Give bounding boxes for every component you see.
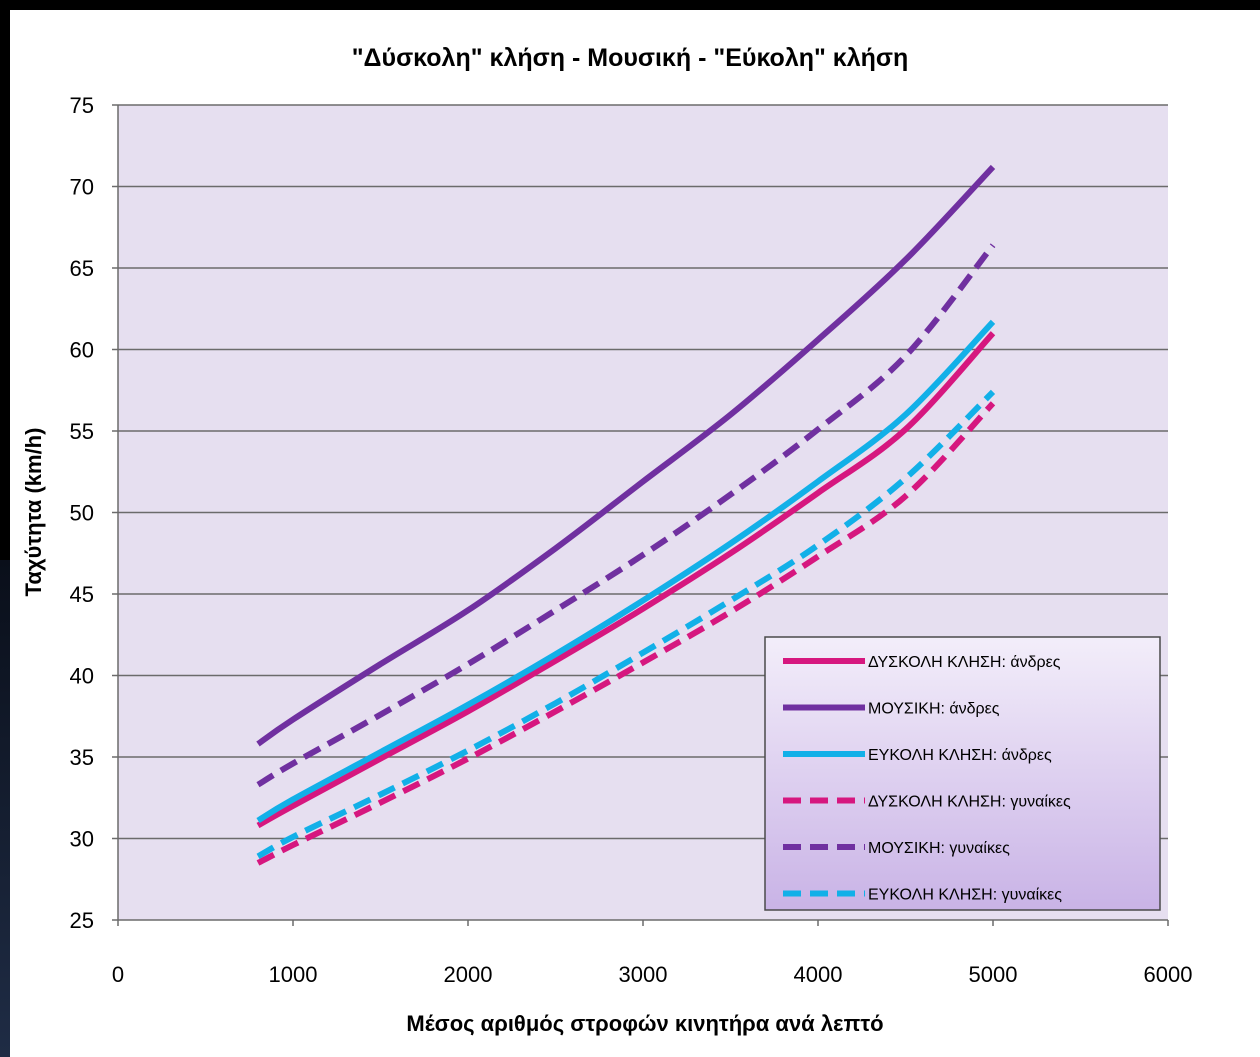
- series-line: [256, 389, 996, 860]
- y-tick-label: 35: [70, 745, 94, 770]
- legend-label: ΔΥΣΚΟΛΗ ΚΛΗΣΗ: γυναίκες: [868, 794, 1071, 811]
- series-line: [256, 243, 996, 788]
- x-tick-label: 5000: [969, 962, 1018, 987]
- series-line: [256, 319, 996, 824]
- legend-items: ΔΥΣΚΟΛΗ ΚΛΗΣΗ: άνδρες ΜΟΥΣΙΚΗ: άνδρες ΕΥΚΟ…: [783, 654, 1071, 904]
- y-tick-label: 60: [70, 338, 94, 363]
- y-tick-label: 75: [70, 93, 94, 118]
- y-tick-label: 55: [70, 419, 94, 444]
- chart-title: "Δύσκολη" κλήση - Μουσική - "Εύκολη" κλή…: [352, 44, 909, 72]
- x-axis-ticks: 0 1000 2000 3000 4000 5000 6000: [112, 920, 1193, 987]
- y-tick-label: 45: [70, 582, 94, 607]
- legend: ΔΥΣΚΟΛΗ ΚΛΗΣΗ: άνδρες ΜΟΥΣΙΚΗ: άνδρες ΕΥΚΟ…: [764, 636, 1161, 911]
- legend-label: ΕΥΚΟΛΗ ΚΛΗΣΗ: άνδρες: [868, 747, 1052, 764]
- x-tick-label: 1000: [269, 962, 318, 987]
- legend-box: [764, 636, 1161, 911]
- window-edge: [0, 560, 12, 1057]
- y-tick-label: 65: [70, 256, 94, 281]
- legend-label: ΕΥΚΟΛΗ ΚΛΗΣΗ: γυναίκες: [868, 887, 1062, 904]
- y-tick-label: 40: [70, 664, 94, 689]
- x-tick-label: 3000: [619, 962, 668, 987]
- series-line: [256, 331, 996, 829]
- y-axis-ticks: 25 30 35 40 45 50 55 60 65 70 75: [70, 93, 118, 933]
- legend-label: ΜΟΥΣΙΚΗ: γυναίκες: [868, 840, 1010, 857]
- y-tick-label: 25: [70, 908, 94, 933]
- series-line: [256, 164, 996, 747]
- x-tick-label: 0: [112, 962, 124, 987]
- legend-label: ΜΟΥΣΙΚΗ: άνδρες: [868, 701, 1000, 718]
- y-axis-label: Ταχύτητα (km/h): [21, 428, 46, 597]
- x-tick-label: 2000: [444, 962, 493, 987]
- y-tick-label: 30: [70, 827, 94, 852]
- y-tick-label: 70: [70, 175, 94, 200]
- y-tick-label: 50: [70, 501, 94, 526]
- x-axis-label: Μέσος αριθμός στροφών κινητήρα ανά λεπτό: [406, 1011, 883, 1036]
- legend-label: ΔΥΣΚΟΛΗ ΚΛΗΣΗ: άνδρες: [868, 654, 1061, 671]
- x-tick-label: 6000: [1144, 962, 1193, 987]
- series-lines: [256, 164, 996, 866]
- series-line: [256, 401, 996, 866]
- x-tick-label: 4000: [794, 962, 843, 987]
